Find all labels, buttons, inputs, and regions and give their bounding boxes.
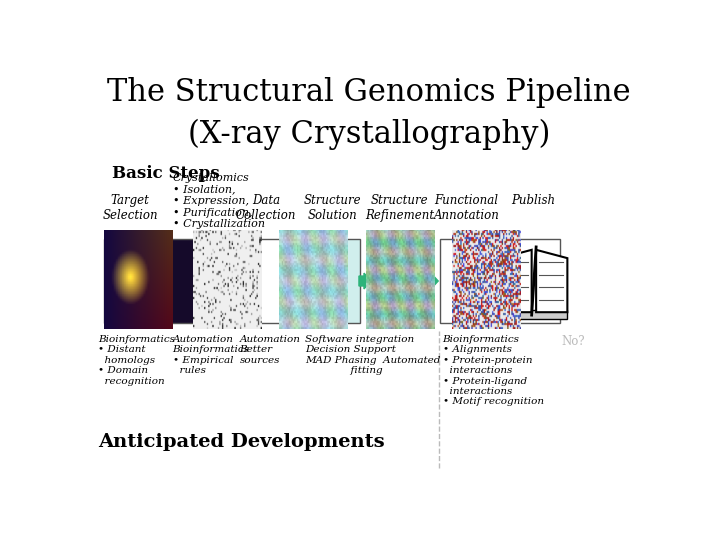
FancyArrow shape	[158, 273, 171, 289]
FancyBboxPatch shape	[307, 239, 359, 322]
Text: Automation
Better
sources: Automation Better sources	[240, 335, 300, 365]
Text: Structure
Solution: Structure Solution	[304, 194, 361, 222]
FancyArrow shape	[225, 273, 238, 289]
FancyBboxPatch shape	[374, 239, 426, 322]
Text: No?: No?	[562, 335, 585, 348]
Text: The Structural Genomics Pipeline: The Structural Genomics Pipeline	[107, 77, 631, 109]
Text: Bioinformatics
• Alignments
• Protein-protein
  interactions
• Protein-ligand
  : Bioinformatics • Alignments • Protein-pr…	[443, 335, 544, 407]
Text: Software integration
Decision Support
MAD Phasing  Automated
              fitti: Software integration Decision Support MA…	[305, 335, 440, 375]
FancyBboxPatch shape	[441, 239, 493, 322]
Text: (X-ray Crystallography): (X-ray Crystallography)	[188, 119, 550, 150]
Text: Target
Selection: Target Selection	[102, 194, 158, 222]
Polygon shape	[500, 250, 531, 312]
Text: Data
Collection: Data Collection	[235, 194, 296, 222]
Text: Publish: Publish	[511, 194, 556, 207]
Text: Structure
Refinement: Structure Refinement	[365, 194, 434, 222]
FancyArrow shape	[292, 273, 305, 289]
FancyArrow shape	[493, 273, 505, 289]
Text: WWW|DEN: WWW|DEN	[119, 309, 142, 315]
FancyBboxPatch shape	[104, 239, 157, 322]
FancyBboxPatch shape	[171, 239, 224, 322]
FancyBboxPatch shape	[508, 239, 560, 322]
Text: Bioinformatics
• Distant
  homologs
• Domain
  recognition: Bioinformatics • Distant homologs • Doma…	[99, 335, 176, 386]
FancyArrow shape	[359, 273, 372, 289]
Text: Functional
Annotation: Functional Annotation	[433, 194, 500, 222]
Text: Crystallomics
• Isolation,
• Expression,
• Purification,
• Crystallization: Crystallomics • Isolation, • Expression,…	[173, 173, 264, 230]
FancyBboxPatch shape	[240, 239, 292, 322]
Polygon shape	[500, 310, 567, 319]
Polygon shape	[536, 250, 567, 312]
Text: Basic Steps: Basic Steps	[112, 165, 220, 181]
Text: Anticipated Developments: Anticipated Developments	[99, 434, 385, 451]
FancyArrow shape	[426, 273, 438, 289]
Text: Automation
Bioinformatics
• Empirical
  rules: Automation Bioinformatics • Empirical ru…	[173, 335, 250, 375]
